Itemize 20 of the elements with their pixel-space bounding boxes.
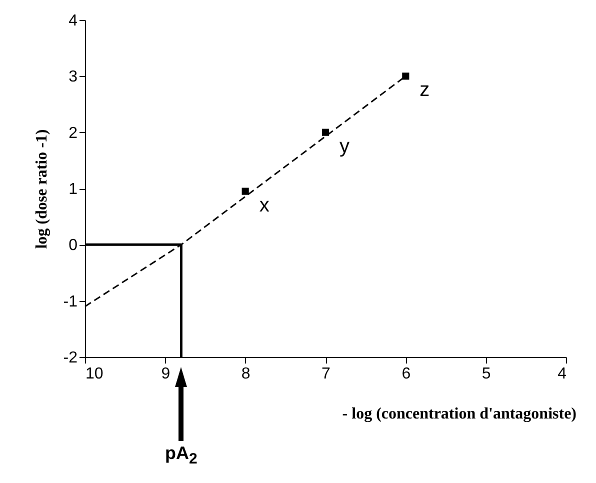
annotation: x — [259, 194, 270, 216]
annotation: y — [340, 135, 350, 158]
y-tick-label: 2 — [68, 124, 78, 142]
x-tick-label: 5 — [482, 366, 491, 382]
x-tick-label: 6 — [402, 366, 411, 382]
x-tick-label: 7 — [322, 366, 331, 382]
x-tick-label: 9 — [161, 366, 170, 382]
x-tick-label: 4 — [558, 366, 567, 382]
y-tick-label: -2 — [63, 350, 78, 366]
y-tick-label: 3 — [68, 68, 78, 86]
x-tick-label: 8 — [241, 366, 250, 382]
annotation: z — [420, 79, 430, 102]
x-tick-label: 10 — [86, 366, 104, 382]
y-tick-label: 0 — [68, 237, 78, 254]
y-tick-label: 4 — [68, 12, 78, 30]
text: pA$_{2}$ — [165, 443, 198, 468]
y-tick-label: 1 — [68, 181, 78, 198]
x-axis-title: - log (concentration d'antagoniste) — [342, 406, 576, 422]
y-tick-label: -1 — [63, 293, 78, 310]
y-axis-title: log (dose ratio -1) — [33, 129, 50, 249]
